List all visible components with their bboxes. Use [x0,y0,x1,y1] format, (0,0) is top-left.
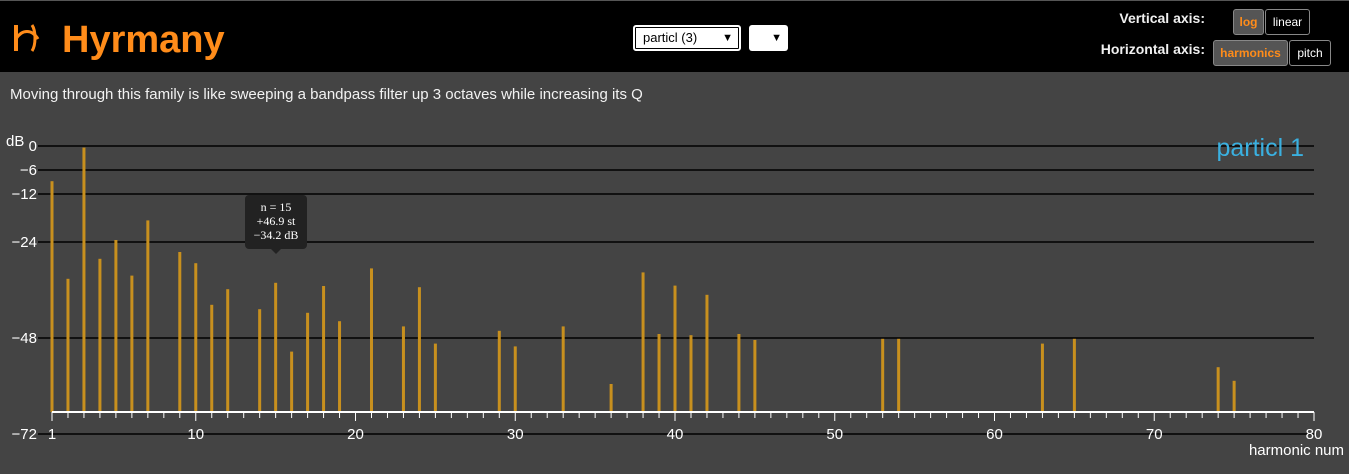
harmonic-bar[interactable] [1232,380,1236,412]
harmonic-bar[interactable] [657,334,661,412]
y-axis: 0 −6 −12 −24 −48 −72 [12,138,37,443]
family-select[interactable]: particl (3) ▼ [633,25,741,51]
tooltip-semitones: +46.9 st [256,214,296,228]
y-tick-label: 0 [29,138,37,155]
harmonic-bar[interactable] [50,181,54,412]
x-tick-label: 80 [1306,426,1323,443]
harmonic-bar[interactable] [114,240,118,412]
y-axis-title: dB [6,133,24,150]
vertical-axis-linear-button[interactable]: linear [1265,9,1310,35]
harmonic-bar[interactable] [705,294,709,412]
x-axis-title: harmonic num [1249,442,1344,459]
harmonic-bar[interactable] [178,252,182,412]
harmonic-bar[interactable] [401,326,405,412]
x-tick-label: 40 [667,426,684,443]
harmonic-bar[interactable] [369,268,373,412]
harmonic-bars [50,147,1236,412]
vertical-axis-label: Vertical axis: [1119,10,1205,26]
harmonic-bar[interactable] [130,275,134,412]
app-title: Hyrmany [62,19,225,61]
y-tick-label: −24 [12,234,37,251]
harmonic-bar[interactable] [82,147,86,412]
chevron-down-icon: ▼ [771,32,782,44]
logo-icon [14,24,40,52]
x-tick-label: 1 [48,426,56,443]
harmonic-bar[interactable] [433,343,437,412]
harmonic-bar[interactable] [897,338,901,412]
harmonic-bar[interactable] [98,258,102,412]
series-label: particl 1 [1216,134,1304,162]
x-tick-label: 60 [986,426,1003,443]
harmonic-bar[interactable] [66,278,70,412]
tooltip-db: −34.2 dB [253,228,299,242]
harmonic-bar[interactable] [322,286,326,412]
harmonic-bar[interactable] [258,309,262,412]
harmonic-bar[interactable] [497,330,501,412]
harmonic-bar[interactable] [1040,343,1044,412]
x-tick-label: 70 [1146,426,1163,443]
family-select-value: particl (3) [643,30,698,45]
horizontal-axis-label: Horizontal axis: [1100,41,1205,57]
harmonic-bar[interactable] [641,272,645,412]
harmonic-bar[interactable] [290,351,294,412]
x-tick-label: 30 [507,426,524,443]
x-axis: 1 10 20 30 40 50 60 70 80 [48,411,1323,443]
header: Hyrmany particl (3) ▼ ▼ Vertical axis: l… [0,0,1349,72]
chevron-down-icon: ▼ [722,32,733,44]
y-tick-label: −6 [20,162,37,179]
harmonic-bar[interactable] [609,384,613,412]
harmonic-bar[interactable] [673,285,677,412]
harmonic-bar[interactable] [561,326,565,412]
harmonic-bar[interactable] [226,289,230,412]
harmonic-bar[interactable] [1216,367,1220,412]
y-tick-label: −48 [12,330,37,347]
harmonic-bar[interactable] [194,263,198,412]
harmonic-bar[interactable] [737,334,741,412]
bar-tooltip: n = 15 +46.9 st −34.2 dB [245,195,307,254]
y-tick-label: −72 [12,426,37,443]
harmonic-spectrum-chart[interactable]: 1 10 20 30 40 50 60 70 80 0 −6 −12 −24 −48 −72 dB har… [0,120,1349,474]
harmonic-bar[interactable] [753,340,757,412]
x-tick-label: 20 [347,426,364,443]
harmonic-bar[interactable] [1072,338,1076,412]
harmonic-bar[interactable] [881,338,885,412]
harmonic-bar[interactable] [274,282,278,412]
harmonic-bar[interactable] [513,346,517,412]
x-tick-label: 10 [187,426,204,443]
y-tick-label: −12 [12,186,37,203]
x-tick-label: 50 [826,426,843,443]
harmonic-bar[interactable] [338,321,342,412]
horizontal-axis-harmonics-button[interactable]: harmonics [1213,40,1288,66]
tooltip-harmonic: n = 15 [260,200,292,214]
vertical-axis-log-button[interactable]: log [1233,9,1264,35]
member-select[interactable]: ▼ [749,25,788,51]
harmonic-bar[interactable] [689,335,693,412]
harmonic-bar[interactable] [146,220,150,412]
family-description: Moving through this family is like sweep… [10,86,643,103]
horizontal-axis-pitch-button[interactable]: pitch [1289,40,1331,66]
harmonic-bar[interactable] [306,312,310,412]
harmonic-bar[interactable] [210,304,214,412]
harmonic-bar[interactable] [417,287,421,412]
